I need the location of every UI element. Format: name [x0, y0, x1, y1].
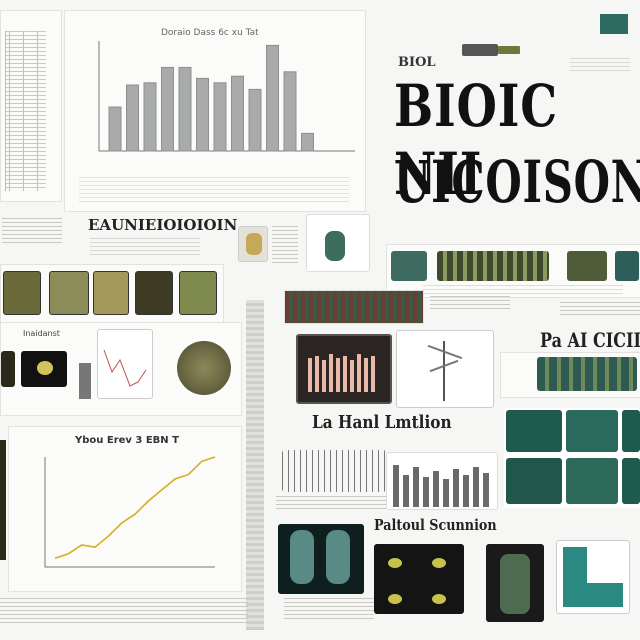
plant-illustration [396, 330, 494, 408]
series-line [54, 456, 216, 559]
bar [108, 106, 122, 152]
bar [126, 84, 139, 152]
mini-bar-chart [386, 452, 498, 510]
specimen-card [306, 214, 370, 272]
line-chart-title: Ybou Erev 3 EBN T [75, 435, 179, 446]
bar [301, 132, 314, 152]
seed-thumb [238, 226, 268, 262]
bar [283, 71, 297, 152]
specimen-jar [486, 544, 544, 622]
specimen-grid [504, 408, 640, 508]
hand-panel-label: La Hanl Lmtlion [312, 412, 452, 433]
bar [248, 88, 262, 152]
bar [196, 77, 209, 152]
bar-chart-title: Doraio Dass 6c xu Tat [161, 28, 259, 38]
line-chart [44, 456, 216, 568]
usb-drive-icon [462, 44, 498, 56]
bar [161, 66, 174, 152]
mini-bar-panel [282, 450, 386, 492]
bar [231, 75, 244, 152]
headline-line2: UICOISONC [394, 148, 640, 216]
line-axes [44, 457, 215, 568]
green-figure [556, 540, 630, 614]
seed-pile [177, 341, 231, 395]
flag-icon [600, 14, 628, 34]
small-label: Inaidanst [23, 329, 60, 338]
dark-side-strip [0, 440, 6, 560]
table-panel [0, 10, 62, 202]
right-mid-strip [500, 352, 640, 398]
gel-strip [284, 290, 424, 324]
vertical-strip [246, 300, 264, 630]
leaf-panel-label: EAUNIEIOIOIOIN [88, 216, 238, 234]
seed-tray [374, 544, 464, 614]
bar [143, 82, 157, 152]
monitor-panel [296, 334, 392, 404]
dna-strip-panel [386, 244, 640, 298]
bar [178, 66, 192, 152]
headline-line1: BIOIC NII [394, 72, 558, 208]
right-mid-label: Pa AI CICII [540, 328, 640, 352]
bar-chart-panel: Doraio Dass 6c xu Tat [64, 10, 366, 212]
bar-chart [98, 41, 355, 152]
line-chart-panel: Ybou Erev 3 EBN T [8, 426, 242, 592]
bottom-mid-label: Paltoul Scunnion [374, 516, 497, 534]
leaf-scan [278, 524, 364, 594]
bar [266, 44, 279, 152]
small-title: BIOL [398, 55, 436, 70]
bar [213, 82, 227, 152]
leaf-thumb-strip [0, 264, 224, 324]
mid-left-panel: Inaidanst [0, 322, 242, 416]
